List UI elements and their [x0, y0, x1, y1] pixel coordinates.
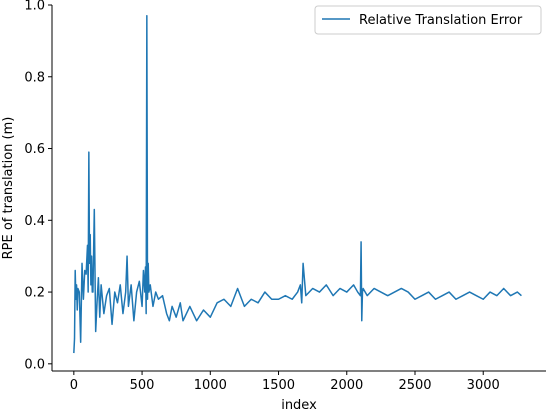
y-tick-label: 0.2	[24, 286, 45, 301]
x-tick-label: 1000	[194, 378, 227, 393]
x-tick-label: 0	[70, 378, 78, 393]
y-tick-label: 0.4	[24, 214, 45, 229]
y-tick-label: 1.0	[24, 0, 45, 14]
y-axis-label: RPE of translation (m)	[1, 117, 16, 260]
series-line	[73, 15, 522, 354]
x-tick-label: 2500	[398, 378, 431, 393]
x-ticks: 0 500 1000 1500 2000 2500 3000	[70, 371, 500, 393]
y-ticks: 0.0 0.2 0.4 0.6 0.8 1.0	[24, 0, 52, 372]
y-tick-label: 0.0	[24, 357, 45, 372]
legend: Relative Translation Error	[314, 5, 542, 35]
x-tick-label: 3000	[467, 378, 500, 393]
x-tick-label: 500	[130, 378, 155, 393]
x-tick-label: 2000	[330, 378, 363, 393]
y-tick-label: 0.6	[24, 142, 45, 157]
plot-area	[51, 5, 546, 372]
x-tick-label: 1500	[262, 378, 295, 393]
x-axis-label: index	[281, 398, 317, 412]
legend-box	[314, 5, 542, 35]
y-tick-label: 0.8	[24, 70, 45, 85]
legend-label: Relative Translation Error	[359, 13, 523, 28]
